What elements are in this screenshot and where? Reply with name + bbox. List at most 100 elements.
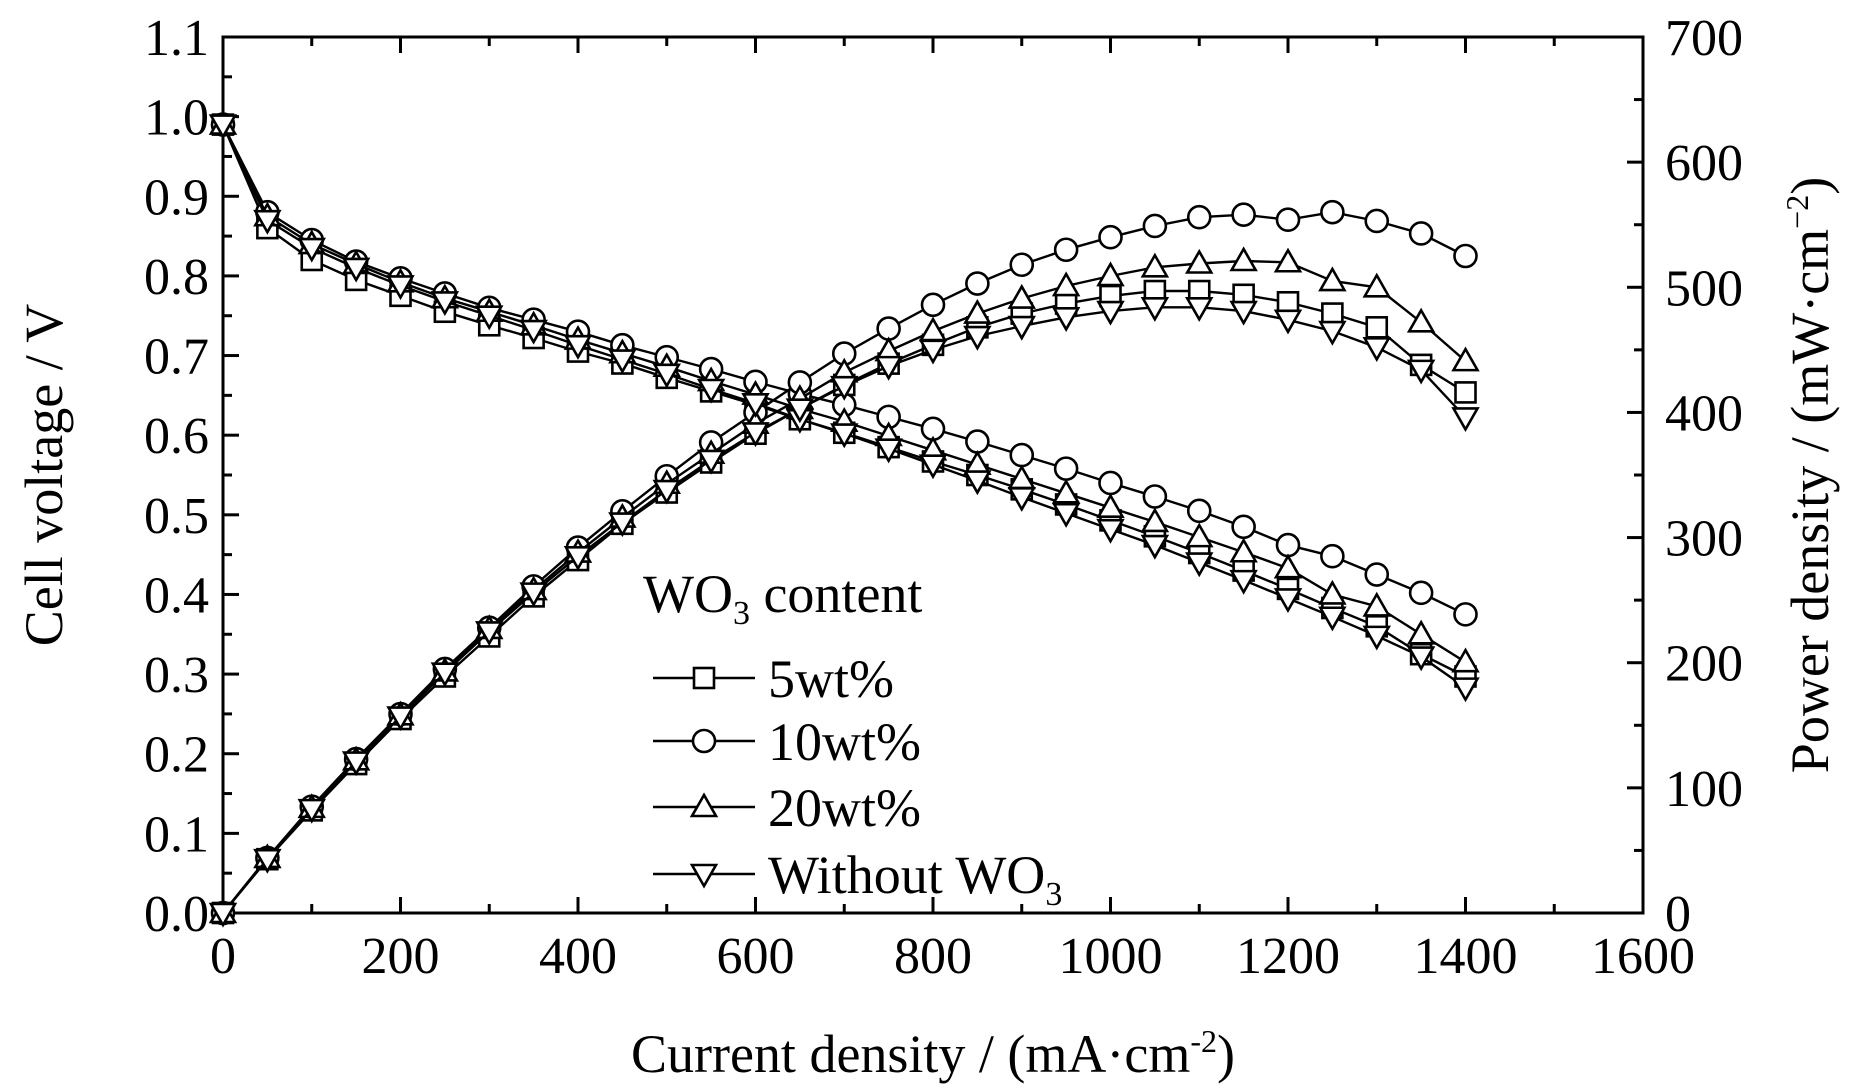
x-tick-label-1200: 1200 xyxy=(1236,928,1340,985)
power-point-5wt xyxy=(1365,316,1389,339)
power-point-20wt xyxy=(1051,271,1081,297)
power-point-without-wo xyxy=(741,422,770,448)
power-point-without-wo xyxy=(1007,315,1036,341)
power-point-5wt xyxy=(1276,291,1300,314)
power-point-without-wo xyxy=(1273,309,1303,335)
voltage-point-without-wo xyxy=(918,454,948,480)
y-left-tick-label-0.9: 0.9 xyxy=(144,169,209,226)
x-tick-label-800: 800 xyxy=(894,928,972,985)
power-point-without-wo xyxy=(696,449,726,475)
power-point-10wt xyxy=(1453,243,1478,269)
power-point-without-wo xyxy=(386,706,415,732)
voltage-point-20wt xyxy=(1140,507,1170,533)
series-layer xyxy=(208,109,1480,928)
power-point-without-wo xyxy=(963,325,992,351)
x-axis: 0 200 400 600 800 1000 1200 1400 1600 xyxy=(210,37,1695,985)
voltage-point-without-wo xyxy=(563,334,593,360)
power-point-without-wo xyxy=(652,479,681,505)
power-point-20wt xyxy=(1318,266,1347,292)
y-right-tick-label-700: 700 xyxy=(1665,10,1743,67)
voltage-point-without-wo xyxy=(253,209,282,235)
voltage-point-without-wo xyxy=(1406,646,1436,672)
power-point-10wt xyxy=(920,292,946,318)
y-right-tick-label-500: 500 xyxy=(1665,260,1743,317)
y-left-tick-label-0.5: 0.5 xyxy=(144,488,209,545)
power-point-10wt xyxy=(1275,207,1301,233)
voltage-point-without-wo xyxy=(741,393,770,418)
legend-title: WO3 content xyxy=(643,564,922,632)
y-right-tick-label-200: 200 xyxy=(1665,636,1743,693)
y-left-tick-label-0.8: 0.8 xyxy=(144,249,209,306)
power-point-20wt xyxy=(963,298,992,324)
voltage-point-without-wo xyxy=(386,275,415,301)
series-without-wo xyxy=(208,114,1480,928)
x-tick-label-1600: 1600 xyxy=(1591,928,1695,985)
power-point-without-wo xyxy=(918,339,948,365)
legend: WO3 content 5wt%10wt%20wt% Without WO3 xyxy=(643,564,1062,913)
legend-label-10wt: 10wt% xyxy=(768,712,921,772)
voltage-point-10wt xyxy=(1320,543,1345,569)
power-point-10wt xyxy=(1408,221,1434,246)
voltage-point-without-wo xyxy=(1007,486,1036,512)
power-point-20wt xyxy=(1451,346,1480,372)
voltage-point-without-wo xyxy=(963,470,992,496)
y-right-tick-label-100: 100 xyxy=(1665,761,1743,818)
x-tick-label-200: 200 xyxy=(362,928,440,985)
x-tick-label-1000: 1000 xyxy=(1059,928,1163,985)
power-point-10wt xyxy=(965,271,990,296)
power-point-10wt xyxy=(1053,237,1079,263)
y-right-tick-label-600: 600 xyxy=(1665,135,1743,192)
power-point-without-wo xyxy=(1451,407,1480,433)
power-point-10wt xyxy=(1231,202,1256,228)
power-point-without-wo xyxy=(341,751,371,777)
legend-label-without-wo: Without WO3 xyxy=(768,845,1062,913)
legend-marker-without-wo xyxy=(689,863,719,889)
legend-label-20wt: 20wt% xyxy=(768,778,921,838)
legend-marker-5wt xyxy=(692,666,716,690)
voltage-point-10wt xyxy=(1053,456,1079,481)
y-left-tick-label-0.3: 0.3 xyxy=(144,647,209,704)
voltage-point-10wt xyxy=(1186,498,1212,524)
voltage-point-without-wo xyxy=(430,291,460,317)
x-tick-label-1400: 1400 xyxy=(1414,928,1518,985)
left-axis: 0.0 0.1 0.2 0.3 0.4 0.5 0.6 0.7 0.8 0.9 1.0 1.1 xyxy=(144,10,239,943)
power-point-10wt xyxy=(1186,204,1212,230)
y-left-tick-label-0: 0.0 xyxy=(144,886,209,943)
y-axis-left-title: Cell voltage / V xyxy=(14,304,74,646)
voltage-point-20wt xyxy=(1185,522,1214,548)
power-point-10wt xyxy=(1009,252,1035,278)
voltage-point-10wt xyxy=(1231,514,1256,540)
voltage-point-10wt xyxy=(1364,562,1390,587)
power-point-without-wo xyxy=(874,355,903,381)
power-point-5wt xyxy=(1321,302,1344,325)
power-point-20wt xyxy=(1273,247,1303,273)
voltage-point-without-wo xyxy=(1140,534,1170,560)
voltage-point-without-wo xyxy=(297,237,326,263)
power-point-10wt xyxy=(876,316,901,341)
voltage-point-without-wo xyxy=(475,305,504,331)
power-point-without-wo xyxy=(1362,337,1391,362)
y-left-tick-label-0.1: 0.1 xyxy=(144,806,209,863)
voltage-point-10wt xyxy=(1453,602,1478,627)
voltage-point-20wt xyxy=(1273,553,1303,579)
power-point-20wt xyxy=(1185,248,1214,274)
power-point-20wt xyxy=(1362,272,1391,298)
voltage-point-without-wo xyxy=(1362,625,1391,651)
x-tick-label-400: 400 xyxy=(539,928,617,985)
power-point-without-wo xyxy=(1096,300,1125,326)
voltage-point-20wt xyxy=(1406,619,1436,645)
power-point-without-wo xyxy=(253,848,282,874)
voltage-point-without-wo xyxy=(1273,588,1303,614)
voltage-point-without-wo xyxy=(341,257,371,283)
voltage-point-without-wo xyxy=(1318,606,1347,632)
x-tick-label-0: 0 xyxy=(210,928,236,985)
voltage-point-without-wo xyxy=(519,319,548,345)
voltage-point-without-wo xyxy=(1096,518,1125,544)
voltage-point-20wt xyxy=(1051,478,1081,504)
y-right-tick-label-300: 300 xyxy=(1665,511,1743,568)
voltage-point-20wt xyxy=(1318,579,1347,605)
y-left-tick-label-1.1: 1.1 xyxy=(144,10,209,67)
power-point-without-wo xyxy=(297,798,326,824)
voltage-point-10wt xyxy=(965,429,990,454)
